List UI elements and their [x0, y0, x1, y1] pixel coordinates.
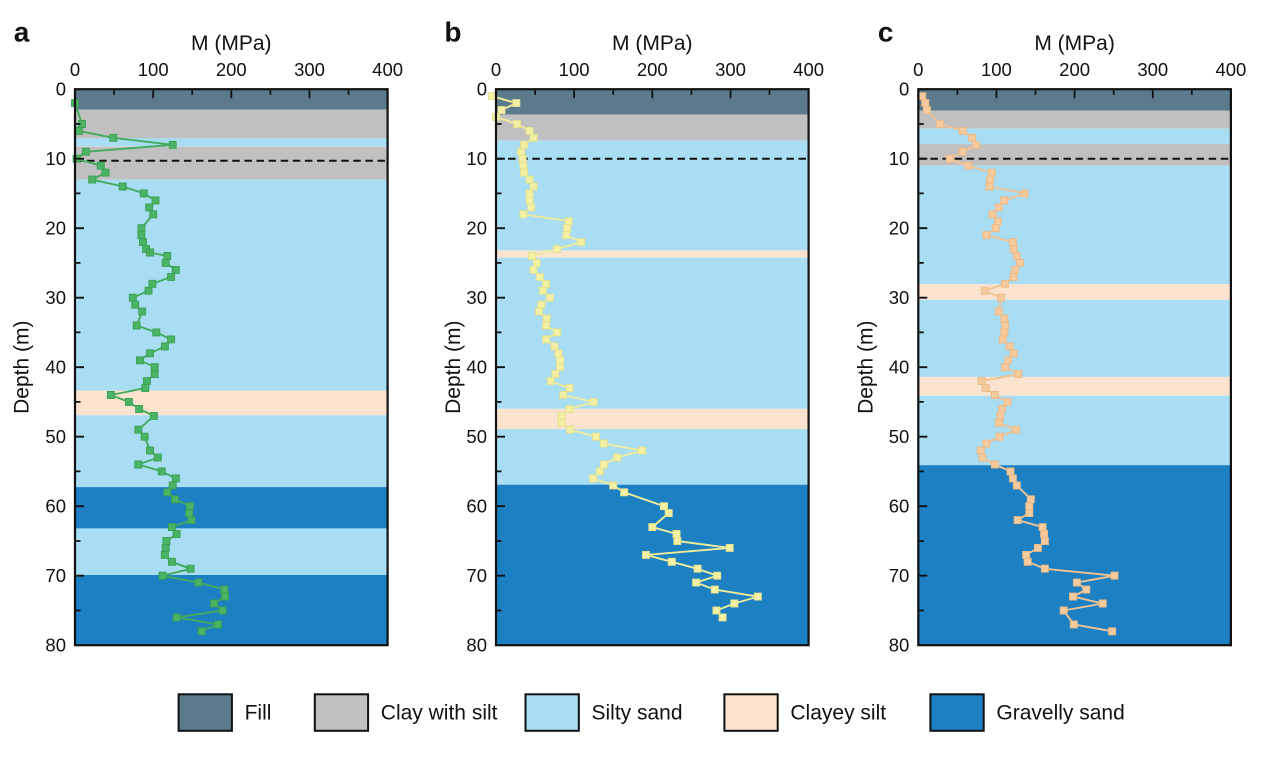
svg-text:70: 70	[45, 565, 66, 586]
svg-text:40: 40	[889, 357, 910, 378]
svg-text:0: 0	[913, 59, 923, 80]
svg-text:10: 10	[45, 148, 66, 169]
svg-text:M (MPa): M (MPa)	[612, 32, 693, 55]
svg-text:70: 70	[889, 565, 910, 586]
svg-text:300: 300	[715, 59, 746, 80]
svg-text:80: 80	[45, 635, 66, 656]
svg-text:300: 300	[294, 59, 325, 80]
svg-text:80: 80	[889, 635, 910, 656]
svg-text:300: 300	[1137, 59, 1168, 80]
svg-text:20: 20	[466, 218, 487, 239]
svg-text:10: 10	[466, 148, 487, 169]
svg-text:200: 200	[1059, 59, 1090, 80]
svg-text:50: 50	[45, 426, 66, 447]
svg-text:Clayey silt: Clayey silt	[790, 702, 886, 725]
svg-text:60: 60	[45, 496, 66, 517]
svg-text:400: 400	[1215, 59, 1246, 80]
svg-text:30: 30	[466, 287, 487, 308]
svg-text:b: b	[444, 17, 461, 48]
svg-text:100: 100	[981, 59, 1012, 80]
svg-text:20: 20	[889, 218, 910, 239]
svg-text:0: 0	[899, 79, 909, 100]
svg-text:Depth (m): Depth (m)	[855, 321, 878, 414]
svg-text:30: 30	[45, 287, 66, 308]
svg-text:10: 10	[889, 148, 910, 169]
svg-text:30: 30	[889, 287, 910, 308]
svg-text:60: 60	[466, 496, 487, 517]
svg-text:Silty sand: Silty sand	[592, 702, 683, 725]
svg-text:200: 200	[216, 59, 247, 80]
svg-text:0: 0	[491, 59, 501, 80]
svg-text:80: 80	[466, 635, 487, 656]
svg-text:Clay with silt: Clay with silt	[381, 702, 498, 725]
svg-text:100: 100	[138, 59, 169, 80]
svg-text:Gravelly sand: Gravelly sand	[996, 702, 1124, 725]
svg-text:c: c	[878, 17, 894, 48]
svg-text:M (MPa): M (MPa)	[1034, 32, 1115, 55]
svg-text:70: 70	[466, 565, 487, 586]
svg-text:M (MPa): M (MPa)	[191, 32, 272, 55]
svg-text:0: 0	[70, 59, 80, 80]
svg-text:40: 40	[466, 357, 487, 378]
svg-text:400: 400	[372, 59, 403, 80]
svg-text:a: a	[14, 17, 30, 48]
svg-text:40: 40	[45, 357, 66, 378]
svg-text:Depth (m): Depth (m)	[442, 321, 465, 414]
svg-text:0: 0	[56, 79, 66, 100]
svg-text:Depth (m): Depth (m)	[10, 321, 33, 414]
svg-text:Fill: Fill	[245, 702, 272, 725]
svg-text:20: 20	[45, 218, 66, 239]
svg-text:0: 0	[477, 79, 487, 100]
svg-text:60: 60	[889, 496, 910, 517]
svg-text:200: 200	[637, 59, 668, 80]
svg-text:100: 100	[559, 59, 590, 80]
svg-text:50: 50	[466, 426, 487, 447]
svg-text:50: 50	[889, 426, 910, 447]
svg-text:400: 400	[793, 59, 824, 80]
